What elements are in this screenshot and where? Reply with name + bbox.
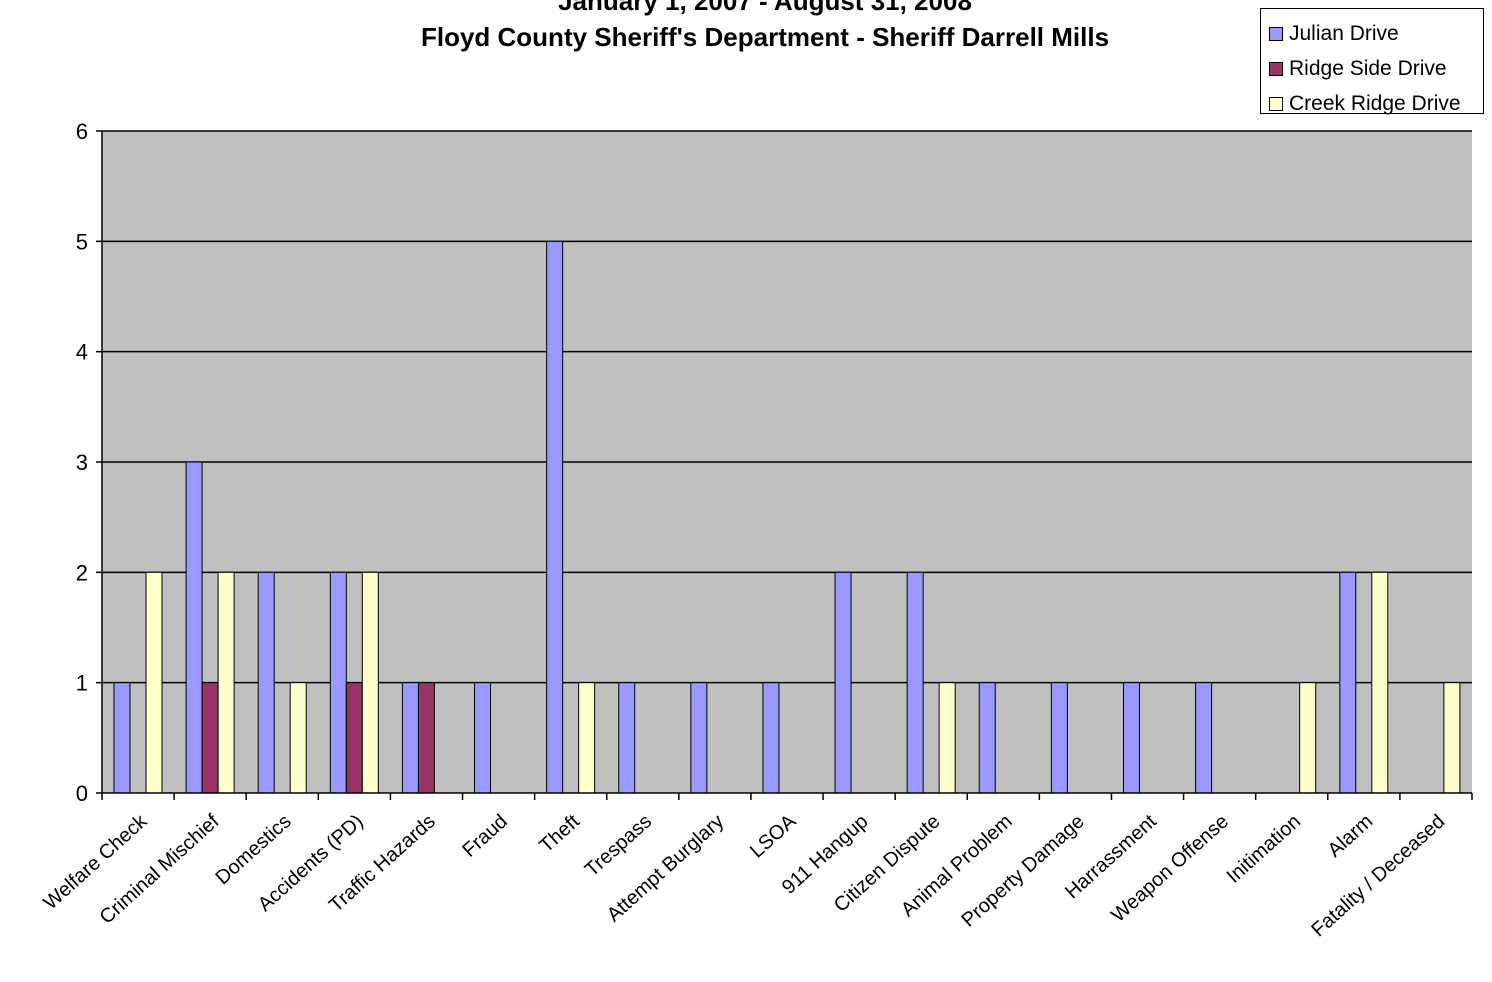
legend-item-ridge-side-drive: Ridge Side Drive (1269, 54, 1447, 84)
x-tick-label-lsoa: LSOA (746, 810, 801, 862)
bar-creek-ridge-drive-alarm (1371, 571, 1389, 794)
x-tick-label-fraud: Fraud (458, 810, 512, 861)
bar-julian-drive-fraud (474, 682, 492, 794)
bar-ridge-side-drive-accidents-pd (345, 682, 363, 794)
bar-creek-ridge-drive-initimation (1299, 682, 1317, 794)
legend-label-ridge-side-drive: Ridge Side Drive (1289, 57, 1447, 80)
bar-julian-drive-domestics (257, 571, 275, 794)
bar-creek-ridge-drive-welfare-check (145, 571, 163, 794)
y-tick-label-5: 5 (76, 229, 88, 254)
bar-ridge-side-drive-traffic-hazards (417, 682, 435, 794)
bar-julian-drive-lsoa (762, 682, 780, 794)
y-tick-label-0: 0 (76, 781, 88, 806)
x-tick-label-theft: Theft (535, 810, 584, 857)
bar-julian-drive-weapon-offense (1195, 682, 1213, 794)
bar-creek-ridge-drive-fatality-deceased (1443, 682, 1461, 794)
y-tick-label-1: 1 (76, 671, 88, 696)
legend: Julian Drive Ridge Side Drive Creek Ridg… (1260, 8, 1484, 115)
bar-julian-drive-harrassment (1122, 682, 1140, 794)
bar-creek-ridge-drive-domestics (289, 682, 307, 794)
bar-creek-ridge-drive-citizen-dispute (938, 682, 956, 794)
bar-julian-drive-trespass (618, 682, 636, 794)
x-tick-label-initimation: Initimation (1223, 810, 1305, 887)
y-tick-label-4: 4 (76, 340, 88, 365)
bar-creek-ridge-drive-theft (578, 682, 596, 794)
bar-creek-ridge-drive-criminal-mischief (217, 571, 235, 794)
legend-label-creek-ridge-drive: Creek Ridge Drive (1289, 92, 1461, 115)
legend-item-creek-ridge-drive: Creek Ridge Drive (1269, 89, 1461, 119)
bar-ridge-side-drive-criminal-mischief (201, 682, 219, 794)
bar-julian-drive-criminal-mischief (185, 461, 203, 794)
legend-swatch-creek-ridge-drive (1269, 97, 1283, 111)
x-tick-label-alarm: Alarm (1324, 810, 1378, 861)
x-tick-label-trespass: Trespass (581, 810, 656, 881)
legend-item-julian-drive: Julian Drive (1269, 19, 1399, 49)
bar-julian-drive-attempt-burglary (690, 682, 708, 794)
chart-title: January 1, 2007 - August 31, 2008 (558, 0, 972, 16)
bar-julian-drive-property-damage (1050, 682, 1068, 794)
chart-subtitle: Floyd County Sheriff's Department - Sher… (420, 22, 1110, 52)
bar-julian-drive-theft (546, 240, 564, 794)
bar-julian-drive-alarm (1339, 571, 1357, 794)
bar-julian-drive-911-hangup (834, 571, 852, 794)
legend-swatch-julian-drive (1269, 27, 1283, 41)
y-tick-label-6: 6 (76, 119, 88, 144)
bar-julian-drive-citizen-dispute (906, 571, 924, 794)
x-tick-label-property-damage: Property Damage (958, 810, 1089, 931)
x-tick-label-criminal-mischief: Criminal Mischief (96, 810, 224, 929)
bar-julian-drive-animal-problem (978, 682, 996, 794)
legend-swatch-ridge-side-drive (1269, 62, 1283, 76)
legend-label-julian-drive: Julian Drive (1289, 22, 1399, 45)
y-tick-label-2: 2 (76, 560, 88, 585)
y-tick-label-3: 3 (76, 450, 88, 475)
bar-julian-drive-traffic-hazards (401, 682, 419, 794)
x-tick-label-fatality-deceased: Fatality / Deceased (1307, 810, 1449, 941)
bar-julian-drive-welfare-check (113, 682, 131, 794)
bar-creek-ridge-drive-accidents-pd (361, 571, 379, 794)
bar-julian-drive-accidents-pd (329, 571, 347, 794)
